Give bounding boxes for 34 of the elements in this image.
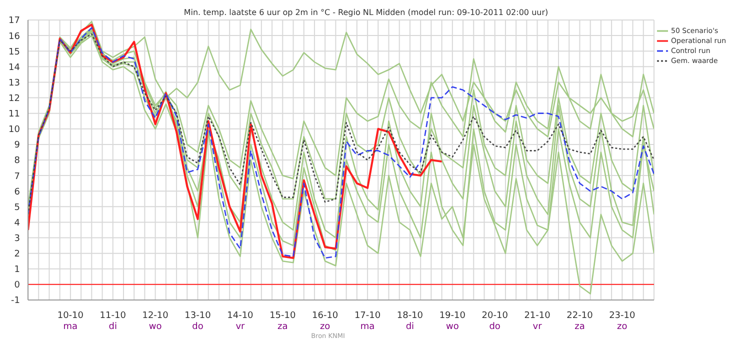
x-tick-label: 20-10 do: [482, 311, 508, 332]
x-tick-label: 21-10 vr: [524, 311, 551, 332]
x-tick-label: 12-10 wo: [142, 311, 169, 332]
x-tick-label: 10-10 ma: [57, 311, 84, 332]
y-tick-label: 17: [8, 16, 20, 26]
y-tick-label: 5: [14, 202, 20, 213]
x-tick-label: 15-10 za: [270, 311, 296, 332]
y-tick-label: 14: [8, 62, 20, 73]
y-tick-label: 16: [8, 32, 20, 42]
x-tick-label: 23-10 zo: [609, 311, 636, 332]
y-tick-label: 4: [14, 218, 20, 228]
y-tick-label: 11: [8, 110, 20, 120]
x-tick-label: 17-10 ma: [354, 311, 381, 332]
y-tick-label: -1: [11, 296, 20, 306]
x-tick-label: 14-10 vr: [227, 311, 254, 332]
y-tick-label: 7: [14, 172, 20, 182]
y-tick-label: 2: [14, 250, 20, 260]
x-tick-label: 16-10 zo: [312, 311, 338, 332]
x-tick-label: 13-10 do: [184, 311, 212, 332]
y-tick-label: 13: [8, 78, 20, 88]
y-tick-label: 3: [14, 234, 20, 244]
y-tick-label: 12: [8, 94, 20, 104]
x-tick-label: 18-10 di: [396, 311, 424, 332]
y-tick-label: 6: [14, 187, 20, 198]
y-tick-label: 0: [14, 280, 20, 291]
y-tick-label: 1: [14, 265, 20, 276]
x-tick-label: 19-10 wo: [439, 311, 466, 332]
x-tick-label: 22-10 za: [566, 311, 594, 332]
y-tick-label: 10: [8, 125, 20, 136]
y-tick-label: 15: [8, 47, 20, 58]
y-tick-label: 8: [14, 156, 20, 166]
x-tick-label: 11-10 di: [100, 311, 126, 332]
chart-title: Min. temp. laatste 6 uur op 2m in °C - Regio NL Midden (model run: 09-10-2011 02:00 uur): [184, 8, 548, 17]
y-tick-label: 9: [14, 140, 20, 151]
